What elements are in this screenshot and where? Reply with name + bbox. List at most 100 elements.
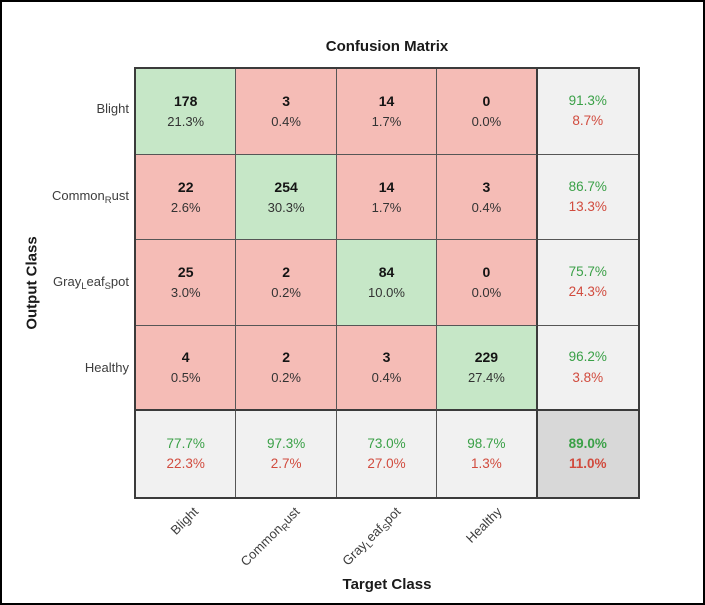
cell-value: 89.0% — [568, 435, 607, 451]
row-summary-cell-Gray_Leaf_Spot: 75.7% 24.3% — [537, 240, 638, 326]
cell-value: 2.7% — [270, 456, 302, 472]
matrix-cell-Gray_Leaf_Spot-Blight: 25 3.0% — [136, 240, 237, 326]
cell-value: 98.7% — [467, 435, 506, 451]
matrix-cell-Blight-Gray_Leaf_Spot: 14 1.7% — [336, 69, 438, 155]
cell-value: 84 — [378, 264, 395, 281]
cell-value: 22.3% — [166, 456, 205, 472]
cell-value: 0.2% — [271, 370, 301, 386]
cell-value: 21.3% — [167, 113, 205, 129]
matrix-cell-Healthy-Common_Rust: 2 0.2% — [236, 325, 337, 412]
y-tick-label-Blight: Blight — [2, 101, 129, 116]
cell-value: 27.0% — [367, 456, 406, 472]
matrix-cell-Blight-Common_Rust: 3 0.4% — [236, 69, 337, 155]
col-summary-cell-Healthy: 98.7% 1.3% — [437, 411, 538, 497]
x-tick-label-text: Blight — [168, 504, 202, 538]
cell-value: 178 — [174, 93, 198, 110]
matrix-cell-Gray_Leaf_Spot-Common_Rust: 2 0.2% — [236, 240, 337, 326]
class-label-subscript: S — [104, 281, 111, 292]
class-label-text: Healthy — [84, 360, 129, 376]
cell-value: 1.7% — [371, 113, 402, 129]
matrix-cell-Gray_Leaf_Spot-Gray_Leaf_Spot: 84 10.0% — [336, 240, 438, 326]
cell-value: 4 — [181, 349, 190, 366]
y-tick-label-Gray_Leaf_Spot: GrayLeafSpot — [2, 274, 129, 292]
cell-value: 86.7% — [568, 178, 607, 194]
cell-value: 24.3% — [568, 284, 607, 300]
x-tick-label-text: GrayLeafSpot — [339, 504, 405, 570]
matrix-cell-Blight-Blight: 178 21.3% — [136, 69, 237, 155]
cell-value: 0 — [482, 93, 491, 110]
cell-value: 91.3% — [568, 93, 607, 109]
cell-value: 30.3% — [267, 199, 305, 215]
cell-value: 3 — [482, 178, 491, 195]
cell-value: 13.3% — [568, 198, 607, 214]
cell-value: 0.2% — [271, 285, 301, 301]
class-label-text: Blight — [96, 101, 129, 117]
cell-value: 14 — [378, 93, 395, 110]
x-axis-label: Target Class — [342, 576, 432, 593]
y-tick-label-Common_Rust: CommonRust — [2, 188, 129, 206]
class-label-text: Healthy — [463, 504, 505, 546]
cell-value: 0.4% — [271, 113, 301, 129]
cell-value: 3 — [382, 349, 391, 366]
cell-value: 8.7% — [572, 113, 604, 129]
col-summary-cell-Blight: 77.7% 22.3% — [136, 411, 237, 497]
overall-accuracy-cell: 89.0% 11.0% — [537, 411, 638, 497]
cell-value: 73.0% — [367, 435, 406, 451]
cell-value: 96.2% — [568, 349, 607, 365]
cell-value: 3.0% — [170, 285, 201, 301]
cell-value: 0.0% — [471, 285, 502, 301]
cell-value: 0.0% — [471, 113, 502, 129]
class-label-text: ust — [111, 187, 129, 203]
class-label-text: Blight — [167, 504, 202, 538]
matrix-cell-Healthy-Gray_Leaf_Spot: 3 0.4% — [336, 325, 438, 412]
cell-value: 3 — [282, 93, 290, 110]
cell-value: 10.0% — [368, 285, 405, 301]
cell-value: 0.4% — [471, 199, 502, 215]
col-summary-cell-Common_Rust: 97.3% 2.7% — [236, 411, 337, 497]
class-label-text: Common — [52, 187, 105, 203]
matrix-cell-Common_Rust-Common_Rust: 254 30.3% — [236, 154, 337, 241]
cell-value: 11.0% — [569, 456, 607, 472]
cell-value: 254 — [274, 178, 298, 195]
cell-value: 0.5% — [170, 370, 201, 386]
row-summary-cell-Blight: 91.3% 8.7% — [537, 69, 638, 155]
x-tick-label-text: Healthy — [463, 504, 505, 546]
matrix-cell-Common_Rust-Blight: 22 2.6% — [136, 154, 237, 241]
cell-value: 22 — [177, 178, 194, 195]
cell-value: 229 — [474, 349, 499, 366]
chart-title: Confusion Matrix — [325, 38, 449, 55]
class-label-subscript: L — [81, 281, 87, 292]
class-label-text: Common — [237, 521, 286, 570]
confusion-matrix-grid: 178 21.3% 3 0.4% 14 1.7% 0 0.0% 91.3% 8.7% 22 2.6% 2… — [134, 67, 640, 499]
cell-value: 75.7% — [568, 264, 607, 280]
row-summary-cell-Healthy: 96.2% 3.8% — [537, 325, 638, 412]
x-tick-label-text: CommonRust — [237, 504, 304, 571]
cell-value: 2 — [282, 264, 290, 281]
cell-value: 2 — [282, 349, 290, 366]
cell-value: 97.3% — [266, 435, 306, 451]
cell-value: 0 — [482, 264, 491, 281]
class-label-subscript: R — [104, 194, 112, 206]
matrix-cell-Healthy-Blight: 4 0.5% — [136, 325, 237, 412]
cell-value: 1.7% — [371, 199, 402, 215]
class-label-text: eaf — [86, 274, 105, 289]
matrix-cell-Healthy-Healthy: 229 27.4% — [437, 325, 538, 412]
cell-value: 25 — [177, 264, 194, 281]
cell-value: 1.3% — [471, 456, 502, 472]
matrix-cell-Blight-Healthy: 0 0.0% — [437, 69, 538, 155]
matrix-cell-Common_Rust-Healthy: 3 0.4% — [437, 154, 538, 241]
cell-value: 14 — [378, 178, 395, 195]
class-label-text: pot — [110, 274, 129, 289]
col-summary-cell-Gray_Leaf_Spot: 73.0% 27.0% — [336, 411, 438, 497]
cell-value: 0.4% — [371, 370, 402, 386]
cell-value: 77.7% — [166, 435, 205, 451]
class-label-text: Gray — [53, 274, 82, 289]
matrix-cell-Gray_Leaf_Spot-Healthy: 0 0.0% — [437, 240, 538, 326]
matrix-cell-Common_Rust-Gray_Leaf_Spot: 14 1.7% — [336, 154, 438, 241]
y-tick-label-Healthy: Healthy — [2, 360, 129, 375]
row-summary-cell-Common_Rust: 86.7% 13.3% — [537, 154, 638, 241]
cell-value: 27.4% — [467, 370, 505, 386]
cell-value: 3.8% — [572, 369, 604, 385]
cell-value: 2.6% — [170, 199, 201, 215]
